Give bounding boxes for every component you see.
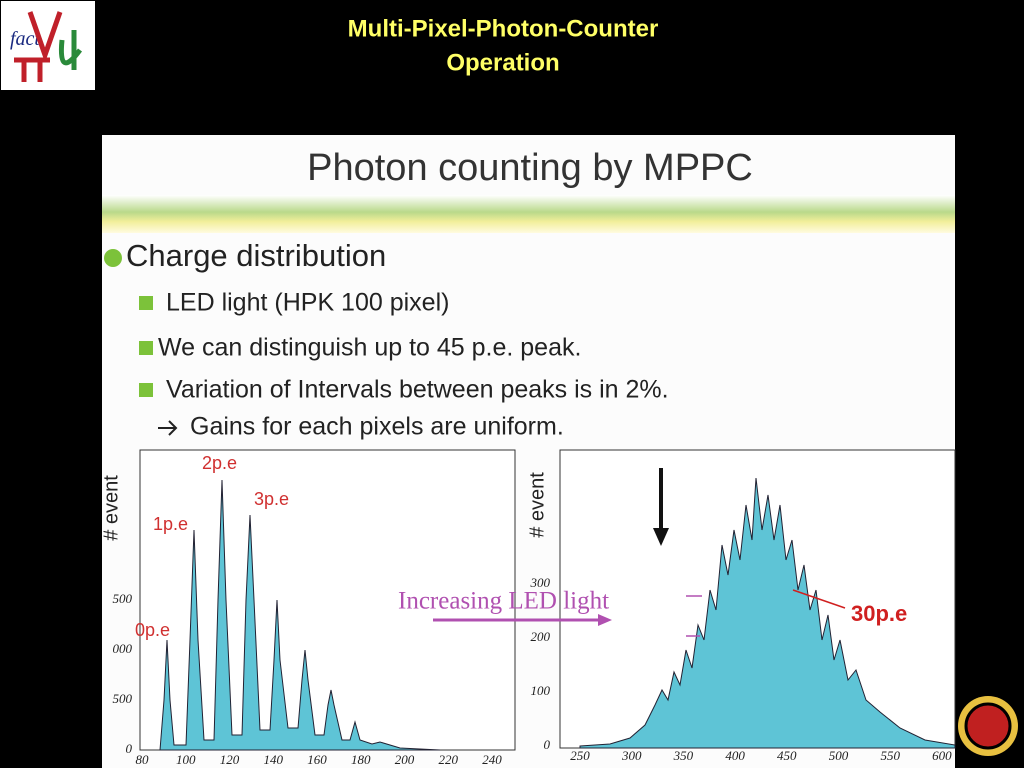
x-tick-label: 500 xyxy=(829,748,849,763)
sub-bullet: Variation of Intervals between peaks is … xyxy=(166,376,669,404)
x-tick-label: 450 xyxy=(777,748,797,763)
logo-v xyxy=(27,11,63,63)
peak-label: 2p.e xyxy=(202,453,237,473)
peak-label: 3p.e xyxy=(254,489,289,509)
y-tick-label: 0 xyxy=(544,737,551,752)
x-tick-label: 350 xyxy=(673,748,694,763)
bullet: Charge distribution xyxy=(126,238,386,273)
x-tick-label: 550 xyxy=(880,748,900,763)
logo-pi xyxy=(14,57,50,82)
slide-title: Photon counting by MPPC xyxy=(307,147,753,189)
y-tick-label: 500 xyxy=(113,691,133,706)
bullet-dot xyxy=(104,249,122,267)
x-tick-label: 300 xyxy=(621,748,642,763)
sub-bullet: LED light (HPK 100 pixel) xyxy=(166,289,449,317)
x-tick-label: 100 xyxy=(176,752,196,767)
square-bullet xyxy=(139,341,153,355)
y-label: # event xyxy=(526,472,548,538)
arrow-icon xyxy=(158,420,178,436)
logo-nu xyxy=(58,30,83,70)
title-band xyxy=(102,195,955,233)
x-tick-label: 120 xyxy=(220,752,240,767)
seal-inner xyxy=(964,702,1012,750)
x-tick-label: 250 xyxy=(570,748,590,763)
x-tick-label: 160 xyxy=(307,752,327,767)
x-tick-label: 80 xyxy=(136,752,150,767)
y-tick-label: 200 xyxy=(531,629,551,644)
peak-label: 0p.e xyxy=(135,620,170,640)
sub-bullet: We can distinguish up to 45 p.e. peak. xyxy=(158,334,581,362)
down-arrow-head xyxy=(653,528,669,546)
x-tick-label: 240 xyxy=(482,752,502,767)
logo-text: fact xyxy=(10,28,40,50)
y-tick-label: 300 xyxy=(530,575,551,590)
y-tick-label: 100 xyxy=(531,683,551,698)
header-title: Multi-Pixel-Photon-Counter xyxy=(348,15,659,42)
x-tick-label: 400 xyxy=(725,748,745,763)
x-tick-label: 220 xyxy=(439,752,459,767)
header-title: Operation xyxy=(446,49,559,76)
conclusion: Gains for each pixels are uniform. xyxy=(190,413,564,441)
peak-label: 30p.e xyxy=(851,601,907,626)
y-tick-label: 000 xyxy=(113,641,133,656)
y-tick-label: 0 xyxy=(126,741,133,756)
x-tick-label: 600 xyxy=(932,748,952,763)
y-tick-label: 500 xyxy=(113,591,133,606)
square-bullet xyxy=(139,383,153,397)
increase-arrow-head xyxy=(598,614,612,626)
square-bullet xyxy=(139,296,153,310)
peak-label: 1p.e xyxy=(153,514,188,534)
arrow-label: Increasing LED light xyxy=(398,588,609,615)
x-tick-label: 180 xyxy=(351,752,371,767)
left-histogram xyxy=(159,479,441,751)
y-label: # event xyxy=(100,475,122,541)
interval-marks xyxy=(686,595,702,637)
x-tick-label: 140 xyxy=(264,752,284,767)
pointer-line xyxy=(792,589,846,609)
right-histogram xyxy=(579,477,956,749)
x-tick-label: 200 xyxy=(395,752,415,767)
